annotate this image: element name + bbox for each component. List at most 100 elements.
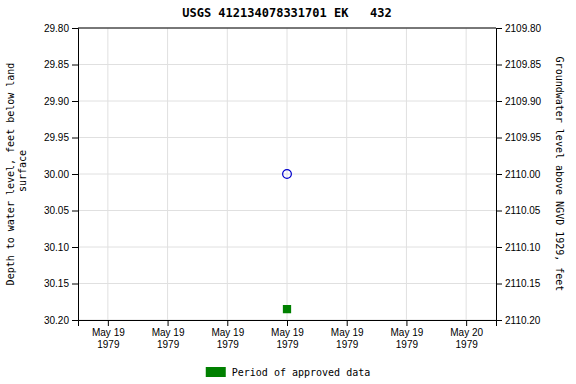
tick-mark	[168, 320, 169, 326]
chart: May 191979May 191979May 191979May 191979…	[0, 0, 576, 384]
tick-label-line: 1979	[336, 339, 359, 350]
tick-label: 2110.10	[505, 242, 541, 253]
tick-label: May 191979	[152, 327, 185, 350]
tick-label: 30.05	[44, 205, 69, 216]
tick-label-line: 1979	[217, 339, 240, 350]
tick-mark	[72, 247, 78, 248]
tick-label-line: 1979	[276, 339, 299, 350]
tick: May 191979	[152, 320, 185, 350]
axis-line	[497, 29, 503, 321]
grid	[78, 28, 496, 320]
tick-label: 29.90	[44, 96, 69, 107]
point	[283, 306, 290, 313]
tick-label: May 191979	[331, 327, 364, 350]
tick-label: 2110.00	[505, 169, 541, 180]
tick-label: May 201979	[450, 327, 483, 350]
tick-mark	[72, 101, 78, 102]
grid-line	[167, 28, 168, 320]
tick-mark	[496, 101, 502, 102]
tick-label-line: May 19	[271, 327, 304, 338]
tick-mark	[72, 211, 78, 212]
tick-label: 30.10	[44, 242, 69, 253]
tick-mark	[72, 65, 78, 66]
tick: 2109.80	[496, 23, 542, 34]
grid-line	[346, 28, 347, 320]
tick-mark	[496, 174, 502, 175]
tick: 2110.20	[496, 315, 541, 326]
tick-label-line: May 19	[391, 327, 424, 338]
tick-mark	[72, 28, 78, 29]
tick-label: 30.15	[44, 278, 69, 289]
grid-line	[466, 28, 467, 320]
tick-mark	[496, 320, 502, 321]
tick: 2110.05	[496, 205, 541, 216]
grid-line	[227, 28, 228, 320]
plot: May 191979May 191979May 191979May 191979…	[44, 23, 542, 350]
tick-mark	[72, 174, 78, 175]
tick: 30.10	[44, 242, 78, 253]
tick-label-line: May 19	[92, 327, 125, 338]
tick: 29.95	[44, 132, 78, 143]
tick-label-line: May 19	[152, 327, 185, 338]
tick-label: May 191979	[271, 327, 304, 350]
tick: May 201979	[450, 320, 483, 350]
axis-line	[72, 29, 79, 321]
tick-label: 2110.15	[505, 278, 541, 289]
tick: 29.85	[44, 59, 78, 70]
tick-mark	[406, 320, 407, 326]
tick: May 191979	[391, 320, 424, 350]
tick-label-line: May 20	[450, 327, 483, 338]
tick-label: 2109.80	[505, 23, 542, 34]
y-axis-title: Depth to water level, feet below land su…	[5, 63, 28, 286]
tick: 2110.15	[496, 278, 541, 289]
tick: 2110.10	[496, 242, 541, 253]
tick-label: May 191979	[92, 327, 125, 350]
tick-mark	[496, 211, 502, 212]
tick: 29.80	[44, 23, 78, 34]
tick: 29.90	[44, 96, 78, 107]
tick: 2110.00	[496, 169, 541, 180]
tick-label: 2109.90	[505, 96, 542, 107]
tick-mark	[496, 247, 502, 248]
tick-label: 2109.95	[505, 132, 542, 143]
tick: May 191979	[271, 320, 304, 350]
marks	[283, 170, 292, 313]
tick-mark	[496, 138, 502, 139]
tick: May 191979	[331, 320, 364, 350]
tick-mark	[72, 284, 78, 285]
tick: May 191979	[92, 320, 125, 350]
title: USGS 412134078331701 EK 432	[182, 6, 392, 20]
legend: Period of approved data	[206, 367, 370, 378]
y2-axis: 2110.20 2110.15 2110.10 2110.05 2110.00 2109.…	[496, 23, 542, 326]
tick-label-line: 1979	[456, 339, 479, 350]
tick-mark	[72, 320, 78, 321]
tick-label: 2109.85	[505, 59, 542, 70]
tick-mark	[496, 28, 502, 29]
tick-label: 29.85	[44, 59, 69, 70]
point	[283, 170, 292, 179]
tick-mark	[466, 320, 467, 326]
tick-mark	[496, 65, 502, 66]
tick-label-line: May 19	[331, 327, 364, 338]
tick-label: 29.95	[44, 132, 69, 143]
tick: 30.15	[44, 278, 78, 289]
tick: May 191979	[211, 320, 244, 350]
tick: 2109.85	[496, 59, 542, 70]
tick: 30.05	[44, 205, 78, 216]
grid-line	[406, 28, 407, 320]
grid-line	[287, 28, 288, 320]
tick-label: 30.20	[44, 315, 69, 326]
legend-item: Period of approved data	[206, 367, 370, 378]
grid-line	[107, 28, 108, 320]
x-axis: May 191979May 191979May 191979May 191979…	[79, 320, 497, 350]
tick-label: May 191979	[391, 327, 424, 350]
tick-label: 29.80	[44, 23, 69, 34]
tick-mark	[227, 320, 228, 326]
tick: 2109.90	[496, 96, 542, 107]
tick-label: May 191979	[211, 327, 244, 350]
tick: 30.00	[44, 169, 78, 180]
legend-label: Period of approved data	[232, 367, 370, 378]
tick-label-line: 1979	[157, 339, 180, 350]
tick-mark	[72, 138, 78, 139]
frame	[78, 28, 496, 29]
